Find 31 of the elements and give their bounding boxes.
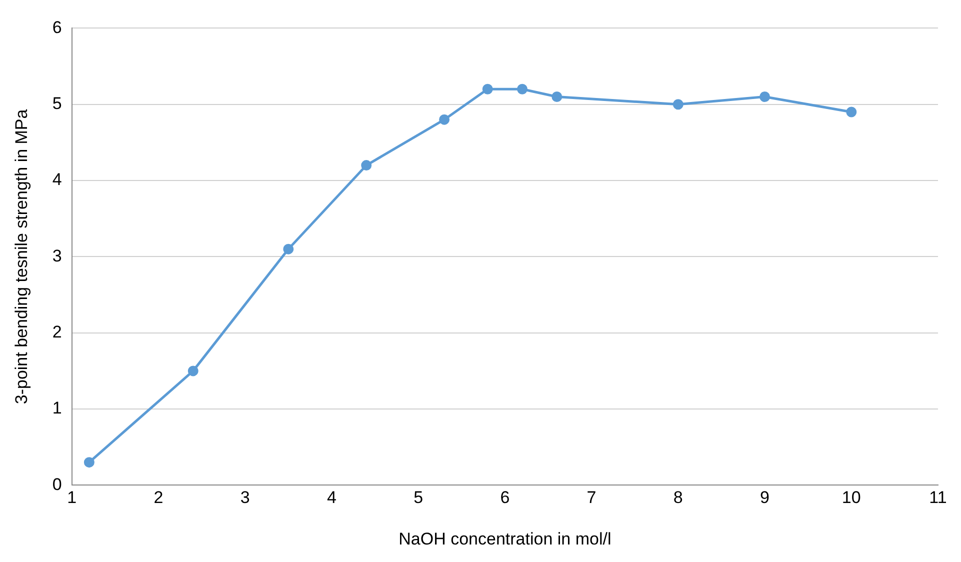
y-tick-label: 6 [52,18,62,37]
point [188,366,198,376]
point [760,92,770,102]
x-tick-label: 6 [500,488,510,508]
point [846,106,857,118]
x-tick-label: 8 [673,488,683,508]
x-tick-label: 10 [842,488,861,508]
point [439,114,450,125]
y-tick-label: 0 [52,474,62,494]
x-tick-label: 2 [154,488,164,508]
y-tick-label: 1 [52,398,62,418]
point [84,457,94,468]
y-tick-label: 5 [52,94,62,114]
y-tick-label: 3 [52,246,62,266]
x-axis-title: NaOH concentration in mol/l [398,529,612,548]
point [517,84,528,94]
x-tick-label: 7 [586,488,596,508]
x-tick-label: 9 [760,488,770,508]
point [482,84,493,94]
y-tick-label: 4 [52,170,62,190]
point [552,92,562,102]
x-tick-label: 1 [67,488,77,508]
point [283,244,294,254]
x-tick-label: 4 [326,488,336,508]
point [672,99,684,110]
y-axis-title: 3-point bending tesnile strength in MPa [12,108,31,404]
y-tick-label: 2 [52,322,62,342]
x-tick-label: 3 [240,488,250,508]
point [361,160,372,171]
x-tick-label: 11 [929,488,947,508]
x-tick-label: 5 [414,488,424,508]
